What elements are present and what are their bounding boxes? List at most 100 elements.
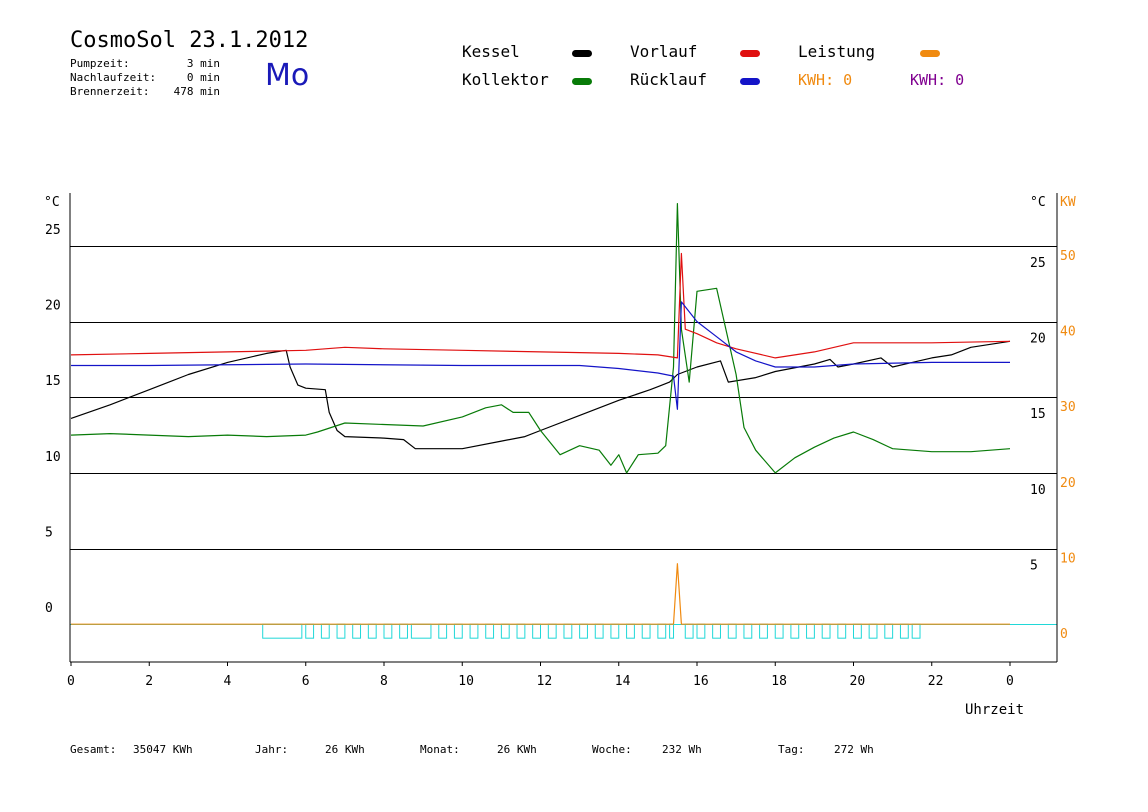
legend-kollektor-swatch: [572, 78, 592, 85]
pump-pulse: [485, 623, 495, 639]
pump-pulse: [610, 623, 620, 639]
y-kw-tick-label: 20: [1060, 476, 1076, 491]
x-tick-label: 18: [771, 674, 787, 689]
pump-pulse: [774, 623, 784, 639]
y-left-tick-label: 20: [45, 299, 61, 314]
y-kw-tick-label: 30: [1060, 400, 1076, 415]
pump-pulse: [410, 623, 432, 639]
total-jahr-value: 26 KWh: [325, 743, 365, 756]
pump-pulse: [594, 623, 604, 639]
legend-kessel-swatch: [572, 50, 592, 57]
y-right-tick-label: 10: [1030, 483, 1046, 498]
x-tick-label: 12: [537, 674, 553, 689]
x-tick-label: 20: [850, 674, 866, 689]
x-tick-label: 0: [1006, 674, 1014, 689]
pump-pulse: [469, 623, 479, 639]
pump-pulses: [262, 623, 921, 639]
y-kw-tick-label: 10: [1060, 552, 1076, 567]
legend-kwh-leistung: KWH: 0: [798, 71, 853, 89]
x-tick-label: 4: [224, 674, 232, 689]
pump-pulse: [453, 623, 463, 639]
y-kw-unit: KW: [1060, 195, 1076, 210]
y-left-tick-label: 15: [45, 374, 61, 389]
legend-kessel-label: Kessel: [462, 42, 520, 61]
y-kw-tick-label: 50: [1060, 249, 1076, 264]
series-line-ruecklauf: [71, 301, 1010, 410]
total-tag-label: Tag:: [778, 743, 805, 756]
pump-pulse: [868, 623, 878, 639]
y-left-tick-label: 5: [45, 526, 53, 541]
legend-ruecklauf-label: Rücklauf: [630, 70, 708, 89]
total-jahr-label: Jahr:: [255, 743, 289, 756]
info-nachlaufzeit: Nachlaufzeit: 0 min: [70, 71, 220, 84]
legend-kollektor-label: Kollektor: [462, 70, 549, 89]
total-gesamt-label: Gesamt:: [70, 743, 117, 756]
page-title: CosmoSol 23.1.2012: [70, 28, 309, 53]
series-line-vorlauf: [70, 252, 1011, 359]
pump-pulse: [899, 623, 909, 639]
x-tick-label: 10: [458, 674, 474, 689]
legend-leistung-label: Leistung: [798, 42, 876, 61]
pump-pulse: [262, 623, 303, 639]
total-monat-label: Monat:: [420, 743, 460, 756]
x-tick-label: 2: [145, 674, 153, 689]
pump-pulse: [821, 623, 831, 639]
pump-pulse: [853, 623, 862, 639]
chart-lines: [70, 203, 1011, 625]
pump-pulse: [743, 623, 753, 639]
legend-vorlauf-swatch: [740, 50, 760, 57]
pump-pulse: [547, 623, 557, 639]
pump-pulse: [500, 623, 510, 639]
legend-kwh-second: KWH: 0: [910, 71, 965, 89]
total-tag-value: 272 Wh: [834, 743, 874, 756]
pump-pulse: [352, 623, 362, 639]
total-woche-label: Woche:: [592, 743, 632, 756]
x-axis-label: Uhrzeit: [965, 702, 1024, 718]
pump-pulse: [383, 623, 393, 639]
pump-pulse: [712, 623, 721, 639]
series-line-leistung: [71, 563, 1010, 625]
pump-pulse: [305, 623, 315, 639]
x-tick-label: 0: [67, 674, 75, 689]
pump-pulse: [684, 623, 694, 639]
total-gesamt-value: 35047 KWh: [133, 743, 193, 756]
x-tick-label: 14: [615, 674, 631, 689]
weekday-label: Mo: [265, 58, 310, 93]
pump-pulse: [696, 623, 706, 639]
pump-pulse: [336, 623, 346, 639]
chart-grid: [70, 246, 1057, 625]
pump-pulse: [884, 623, 894, 639]
pump-pulse: [641, 623, 651, 639]
pump-pulse: [759, 623, 768, 639]
y-right-tick-label: 25: [1030, 256, 1046, 271]
y-right-tick-label: 5: [1030, 559, 1038, 574]
pump-pulse: [626, 623, 635, 639]
y-left-unit: °C: [44, 195, 60, 210]
pump-pulse: [727, 623, 737, 639]
pump-pulse: [516, 623, 526, 639]
legend-ruecklauf-swatch: [740, 78, 760, 85]
x-tick-label: 22: [928, 674, 944, 689]
y-left-tick-label: 25: [45, 223, 61, 238]
pump-pulse: [579, 623, 588, 639]
y-left-tick-label: 0: [45, 601, 53, 616]
y-right-unit: °C: [1030, 195, 1046, 210]
pump-pulse: [911, 623, 921, 639]
pump-pulse: [837, 623, 847, 639]
y-right-tick-label: 20: [1030, 332, 1046, 347]
x-tick-label: 6: [302, 674, 310, 689]
info-brennerzeit: Brennerzeit: 478 min: [70, 85, 220, 98]
info-pumpzeit: Pumpzeit: 3 min: [70, 57, 220, 70]
pump-pulse: [563, 623, 573, 639]
pump-pulse: [438, 623, 448, 639]
legend-vorlauf-label: Vorlauf: [630, 42, 698, 61]
x-tick-label: 8: [380, 674, 388, 689]
pump-pulse: [657, 623, 667, 639]
pump-pulse: [790, 623, 800, 639]
y-right-tick-label: 15: [1030, 407, 1046, 422]
pump-pulse: [669, 623, 675, 639]
pump-pulse: [320, 623, 330, 639]
y-kw-tick-label: 0: [1060, 627, 1068, 642]
